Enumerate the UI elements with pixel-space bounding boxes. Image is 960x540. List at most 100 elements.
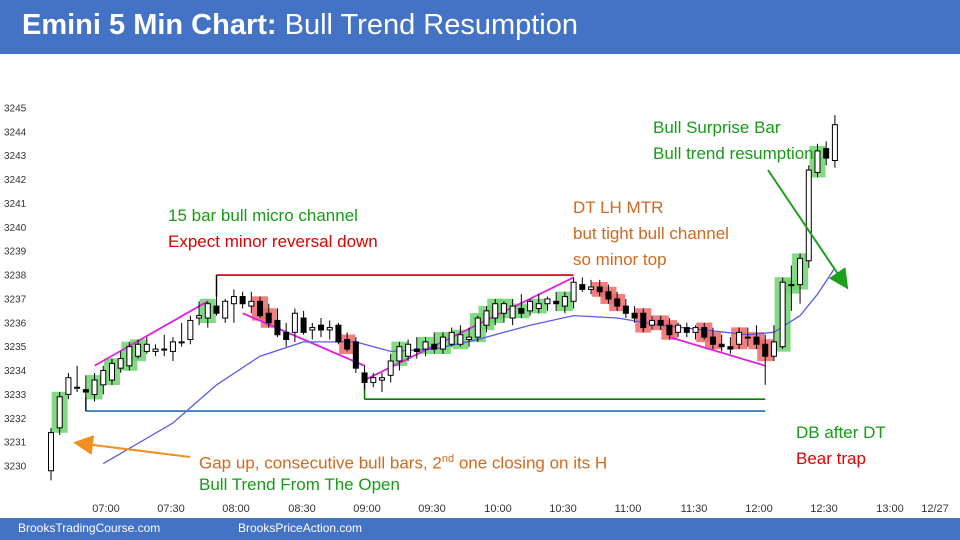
bull-candle	[222, 300, 229, 319]
y-tick-label: 3233	[4, 390, 27, 401]
bear-candle	[701, 327, 708, 338]
bull-candle	[509, 305, 516, 319]
bull-candle	[588, 286, 595, 290]
bear-candle	[823, 148, 830, 159]
bull-candle	[56, 396, 63, 429]
bull-candle	[48, 432, 54, 472]
gap-text-a: Gap up, consecutive bull bars, 2	[199, 453, 442, 473]
bull-candle	[457, 334, 464, 345]
x-tick-label: 08:00	[222, 503, 250, 515]
bull-candle	[500, 303, 507, 314]
bull-candle	[814, 150, 821, 173]
bear-candle	[431, 343, 438, 350]
bull-candle	[831, 124, 838, 162]
x-tick-label: 10:30	[549, 503, 577, 515]
y-tick-label: 3230	[4, 462, 27, 473]
bull-candle	[466, 336, 473, 341]
bear-candle	[283, 331, 290, 341]
title-rest: Bull Trend Resumption	[276, 9, 579, 41]
bull-candle	[779, 281, 786, 348]
annotation-expect-reversal: Expect minor reversal down	[168, 229, 378, 255]
bull-candle	[492, 303, 499, 319]
bear-candle	[579, 284, 586, 290]
bear-candle	[413, 348, 420, 352]
title-bold: Emini 5 Min Chart:	[22, 9, 277, 41]
bull-candle	[74, 386, 81, 389]
bear-candle	[709, 336, 716, 345]
x-tick-label: 07:30	[157, 503, 185, 515]
x-tick-label: 11:30	[681, 503, 708, 515]
y-tick-label: 3245	[4, 104, 27, 115]
channel-line	[242, 312, 365, 367]
x-tick-label: 09:00	[353, 503, 381, 515]
bear-candle	[553, 300, 560, 305]
y-tick-label: 3236	[4, 318, 27, 329]
bear-candle	[683, 327, 690, 333]
gap-text-sup: nd	[441, 453, 455, 465]
bear-candle	[213, 305, 220, 314]
bull-candle	[448, 331, 455, 345]
y-tick-label: 3237	[4, 294, 27, 305]
x-tick-label: 12:00	[745, 503, 773, 515]
bear-candle	[239, 296, 246, 305]
y-tick-label: 3241	[4, 199, 27, 210]
annotation-dt-line1: DT LH MTR	[573, 198, 664, 217]
x-tick-label: 12/27	[921, 503, 949, 515]
arrow-gap-up	[73, 435, 191, 458]
ema-line	[102, 267, 836, 465]
x-tick-label: 08:30	[288, 503, 316, 515]
annotation-bear-trap: Bear trap	[796, 446, 866, 472]
bull-candle	[535, 303, 542, 309]
annotation-micro-channel: 15 bar bull micro channel	[168, 203, 358, 229]
bear-candle	[718, 343, 725, 348]
bull-candle	[378, 377, 385, 381]
bull-candle	[736, 331, 743, 345]
title-bar: Emini 5 Min Chart: Bull Trend Resumption	[0, 0, 960, 54]
annotation-gap-up: Gap up, consecutive bull bars, 2nd one c…	[199, 446, 607, 477]
bull-candle	[405, 343, 412, 357]
bull-candle	[248, 300, 255, 307]
gap-text-b: one closing on its H	[454, 453, 608, 473]
bull-candle	[126, 346, 133, 367]
y-tick-label: 3238	[4, 271, 27, 282]
footer-link-priceaction[interactable]: BrooksPriceAction.com	[238, 521, 363, 535]
bull-candle	[152, 348, 159, 352]
bull-candle	[108, 362, 115, 381]
footer-link-course[interactable]: BrooksTradingCourse.com	[18, 521, 161, 535]
bear-candle	[640, 312, 647, 329]
bear-candle	[352, 341, 359, 369]
bull-candle	[100, 370, 107, 386]
annotation-db-after-dt: DB after DT	[796, 420, 886, 446]
bear-candle	[666, 324, 673, 336]
y-tick-label: 3231	[4, 438, 27, 449]
arrow-surprise-bar	[767, 169, 849, 290]
bear-candle	[657, 319, 664, 326]
bull-candle	[483, 310, 490, 326]
annotation-gap-line1: Gap up, consecutive bull bars, 2nd one c…	[199, 446, 607, 477]
bull-candle	[178, 341, 185, 344]
x-tick-label: 11:00	[615, 503, 642, 515]
bear-candle	[335, 324, 342, 343]
bear-candle	[753, 336, 760, 345]
bull-candle	[544, 298, 551, 305]
bull-candle	[675, 324, 682, 333]
bull-candle	[135, 343, 142, 357]
annotation-surprise-line2: Bull trend resumption	[653, 144, 814, 163]
bear-candle	[631, 312, 638, 319]
annotation-micro-channel-line1: 15 bar bull micro channel	[168, 206, 358, 225]
annotation-db-line1: DB after DT	[796, 423, 886, 442]
x-tick-label: 12:30	[810, 503, 838, 515]
y-tick-label: 3235	[4, 342, 27, 353]
bull-candle	[204, 303, 211, 319]
y-tick-label: 3239	[4, 247, 27, 258]
annotation-dt-line3: so minor top	[573, 250, 667, 269]
footer-bar: BrooksTradingCourse.com BrooksPriceActio…	[0, 518, 960, 540]
annotation-trend-from-open: Bull Trend From The Open	[199, 472, 400, 498]
y-tick-label: 3243	[4, 151, 27, 162]
bull-candle	[161, 348, 168, 351]
bear-candle	[762, 343, 769, 357]
bull-candle	[291, 312, 298, 333]
bear-candle	[622, 305, 629, 314]
bull-candle	[230, 296, 237, 305]
bear-candle	[82, 389, 89, 393]
